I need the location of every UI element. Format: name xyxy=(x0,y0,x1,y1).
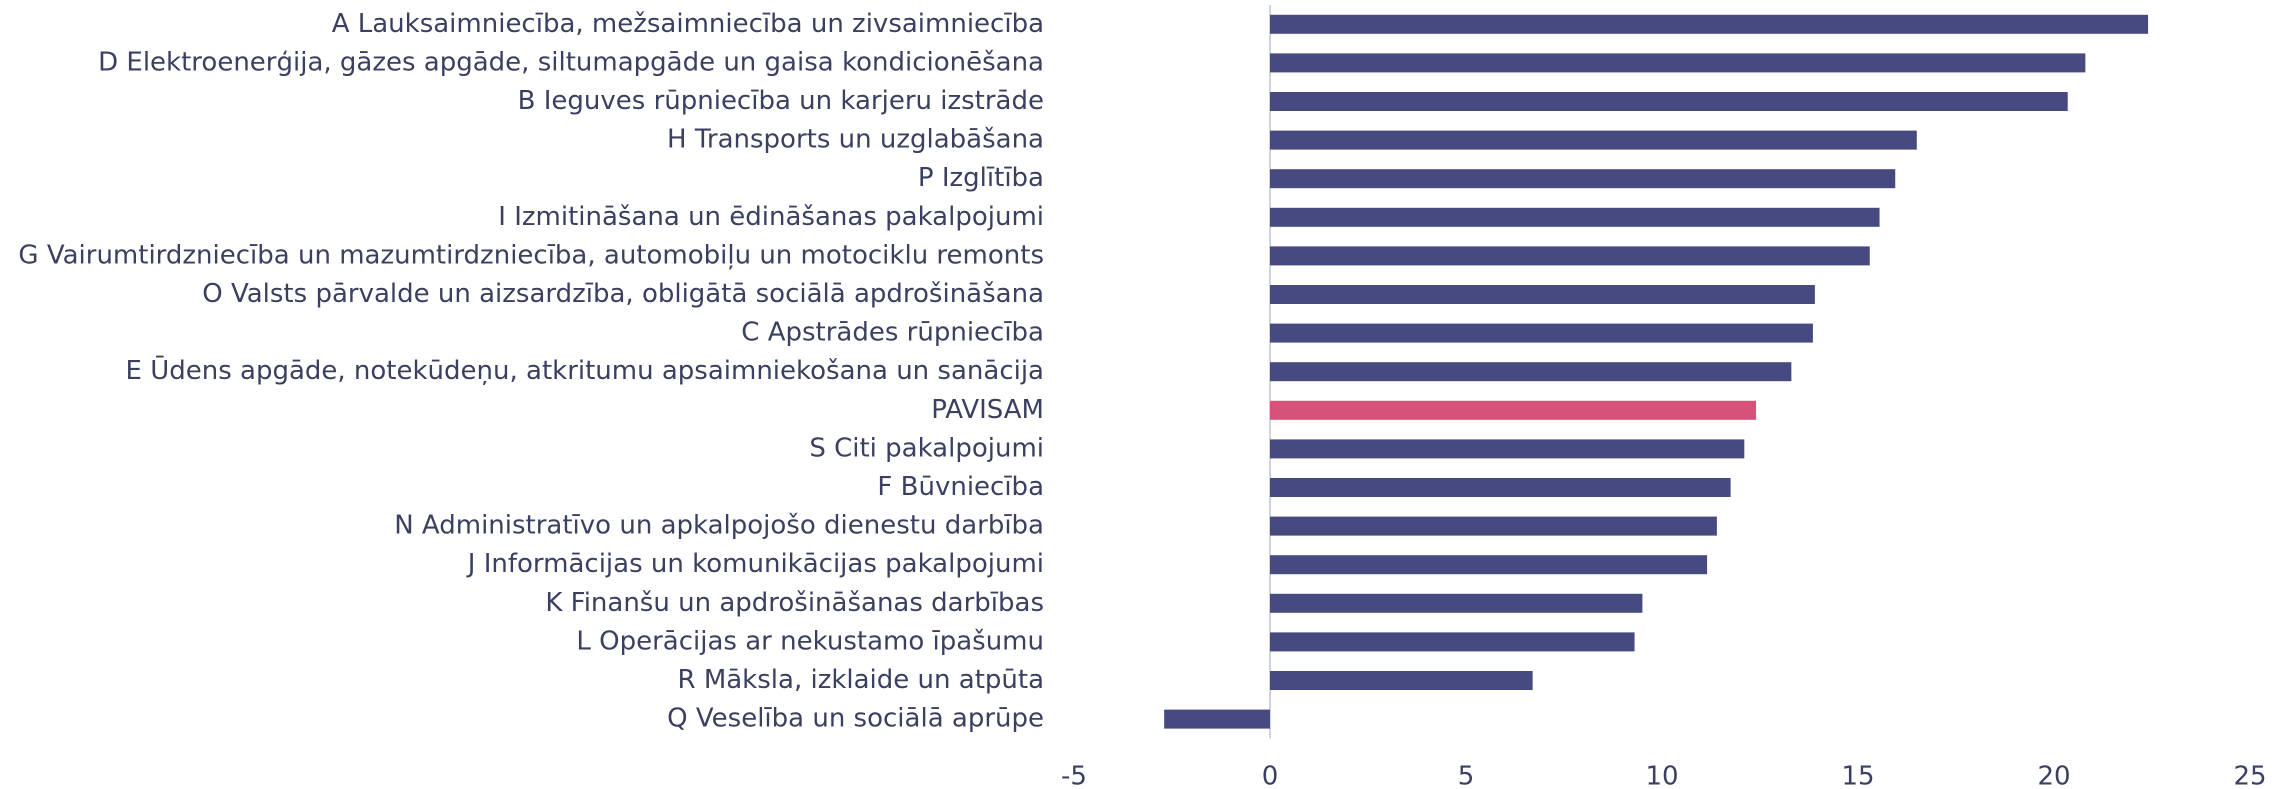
y-tick-label: E Ūdens apgāde, notekūdeņu, atkritumu ap… xyxy=(126,355,1045,386)
bar xyxy=(1270,671,1533,690)
y-tick-label: B Ieguves rūpniecība un karjeru izstrāde xyxy=(518,86,1044,116)
y-tick-label: H Transports un uzglabāšana xyxy=(667,125,1044,155)
bar xyxy=(1270,285,1815,304)
y-tick-label: A Lauksaimniecība, mežsaimniecība un ziv… xyxy=(332,9,1044,39)
y-tick-label: L Operācijas ar nekustamo īpašumu xyxy=(576,626,1044,656)
bar xyxy=(1270,246,1870,266)
bar xyxy=(1270,207,1880,227)
x-tick-label: 10 xyxy=(1645,762,1678,789)
y-tick-label: G Vairumtirdzniecība un mazumtirdzniecīb… xyxy=(18,240,1044,270)
y-tick-label: D Elektroenerģija, gāzes apgāde, siltuma… xyxy=(98,47,1044,77)
bar xyxy=(1270,400,1757,420)
y-tick-label: J Informācijas un komunikācijas pakalpoj… xyxy=(466,549,1044,579)
bar xyxy=(1270,555,1708,575)
bar xyxy=(1270,14,2149,34)
x-tick-label: 25 xyxy=(2233,762,2266,789)
y-tick-label: Q Veselība un sociālā aprūpe xyxy=(667,704,1044,734)
bar xyxy=(1270,53,2086,73)
bar xyxy=(1270,169,1896,189)
bar xyxy=(1270,593,1643,613)
bar xyxy=(1164,709,1270,729)
y-tick-label: I Izmitināšana un ēdināšanas pakalpojumi xyxy=(498,202,1044,232)
y-tick-label: R Māksla, izklaide un atpūta xyxy=(677,665,1044,695)
bar xyxy=(1270,323,1813,343)
y-tick-label: C Apstrādes rūpniecība xyxy=(741,318,1044,348)
y-tick-label: F Būvniecība xyxy=(877,472,1044,502)
y-tick-label: PAVISAM xyxy=(931,395,1044,425)
x-tick-label: 0 xyxy=(1262,762,1279,789)
bar xyxy=(1270,516,1717,536)
y-tick-label: S Citi pakalpojumi xyxy=(809,433,1044,463)
x-tick-label: 20 xyxy=(2037,762,2070,789)
bar xyxy=(1270,439,1745,459)
y-tick-label: O Valsts pārvalde un aizsardzība, obligā… xyxy=(202,279,1044,309)
y-tick-label: K Finanšu un apdrošināšanas darbības xyxy=(545,588,1044,618)
x-tick-label: 5 xyxy=(1458,762,1475,789)
bar xyxy=(1270,92,2068,111)
bar xyxy=(1270,130,1917,150)
bar xyxy=(1270,478,1731,497)
y-tick-label: P Izglītība xyxy=(918,163,1044,193)
bar xyxy=(1270,362,1792,382)
bar xyxy=(1270,632,1635,652)
x-tick-label: 15 xyxy=(1841,762,1874,789)
y-tick-label: N Administratīvo un apkalpojošo dienestu… xyxy=(394,511,1044,541)
x-tick-label: -5 xyxy=(1061,762,1087,789)
